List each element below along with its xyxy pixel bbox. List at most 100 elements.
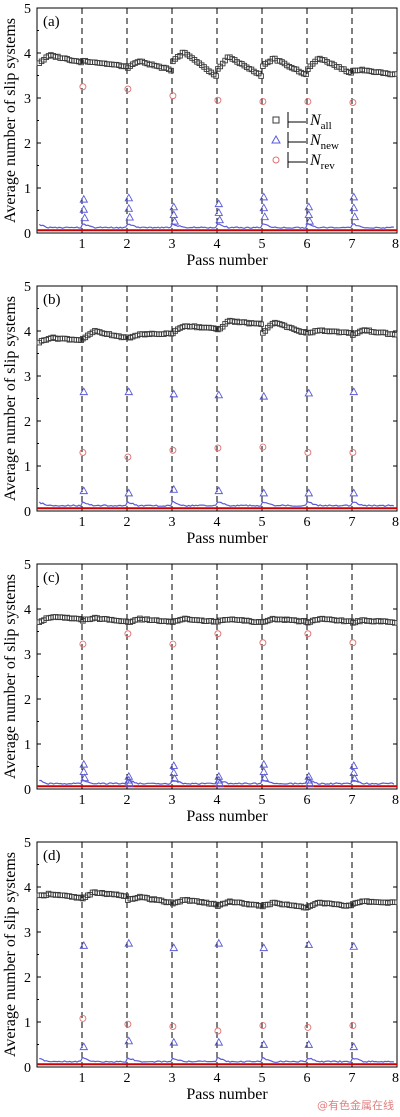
x-axis-title: Pass number xyxy=(186,1086,268,1103)
y-axis-title: Average number of slip systems xyxy=(2,574,19,779)
x-tick-label: 4 xyxy=(214,515,221,530)
new-series-point xyxy=(169,943,179,952)
x-tick-label: 8 xyxy=(392,515,399,530)
y-tick-label: 1 xyxy=(24,182,31,197)
x-axis-title: Pass number xyxy=(186,808,268,825)
y-tick-label: 4 xyxy=(24,881,31,896)
y-tick-label: 1 xyxy=(24,460,31,475)
new-series-point xyxy=(79,486,89,495)
x-tick-label: 4 xyxy=(214,237,221,252)
new-series-trace xyxy=(38,500,395,508)
legend-label-subscript: rev xyxy=(321,160,336,172)
all-series-point xyxy=(258,73,264,79)
legend-label: Nall xyxy=(309,112,332,132)
new-series-point xyxy=(169,761,179,769)
new-series-point xyxy=(79,387,89,396)
x-tick-label: 8 xyxy=(392,237,399,252)
all-series-point xyxy=(392,331,398,338)
new-series-point xyxy=(80,773,90,782)
rev-series-point xyxy=(124,630,132,638)
new-series-point xyxy=(124,771,134,780)
x-tick-label: 6 xyxy=(304,793,311,808)
new-series-point xyxy=(304,210,314,219)
panel-c: 0 1 2 3 4 5 1 2 3 4 5 6 7 8 Pass number Average number … xyxy=(2,558,399,825)
x-tick-label: 4 xyxy=(214,793,221,808)
panel-d: 0 1 2 3 4 5 1 2 3 4 5 6 7 8 Pass number Average number … xyxy=(2,836,399,1103)
new-series-point xyxy=(124,938,134,947)
new-series-point xyxy=(214,1037,224,1046)
new-series-point xyxy=(124,775,134,784)
y-tick-label: 5 xyxy=(24,280,31,295)
y-tick-label: 1 xyxy=(24,1016,31,1031)
new-series-point xyxy=(305,216,315,225)
x-tick-label: 2 xyxy=(124,793,131,808)
new-series-trace xyxy=(38,222,394,229)
all-series-point xyxy=(392,71,398,77)
rev-series-point xyxy=(259,1022,267,1030)
panel-b: 0 1 2 3 4 5 1 2 3 4 5 6 7 8 Pass number Average number … xyxy=(2,280,399,547)
new-series-point xyxy=(259,391,269,400)
y-tick-label: 3 xyxy=(24,92,31,107)
rev-series-point xyxy=(349,1022,357,1030)
all-series-point xyxy=(168,67,174,74)
rev-series-point xyxy=(124,453,132,461)
new-series-point xyxy=(79,204,89,213)
new-series-point xyxy=(349,192,359,201)
y-tick-label: 3 xyxy=(24,648,31,663)
x-tick-label: 7 xyxy=(349,793,356,808)
new-series-point xyxy=(259,943,269,952)
x-tick-label: 5 xyxy=(259,237,266,252)
rev-series-point xyxy=(214,630,222,638)
panel-label: (d) xyxy=(43,848,61,864)
new-series-point xyxy=(125,778,135,787)
new-series-point xyxy=(259,1039,269,1048)
rev-series-point xyxy=(169,92,177,100)
y-tick-label: 2 xyxy=(24,137,31,152)
new-series-point xyxy=(304,940,314,948)
x-tick-label: 3 xyxy=(169,793,176,808)
y-axis-title: Average number of slip systems xyxy=(2,852,19,1057)
rev-series-point xyxy=(214,444,222,452)
x-tick-label: 3 xyxy=(169,237,176,252)
rev-series-point xyxy=(79,449,87,456)
y-tick-label: 3 xyxy=(24,926,31,941)
y-tick-label: 5 xyxy=(24,2,31,17)
x-tick-label: 6 xyxy=(304,515,311,530)
y-tick-label: 4 xyxy=(24,325,31,340)
rev-series-point xyxy=(214,96,222,104)
y-axis-title: Average number of slip systems xyxy=(2,18,19,223)
legend-label: Nrev xyxy=(309,152,335,172)
new-series-point xyxy=(259,203,269,212)
rev-series-point xyxy=(169,640,177,648)
rev-series-point xyxy=(79,640,87,648)
new-series-point xyxy=(169,768,179,776)
legend-label-subscript: all xyxy=(321,120,332,132)
x-tick-label: 6 xyxy=(304,237,311,252)
legend-entry: Nnew xyxy=(271,132,339,152)
rev-series-point xyxy=(349,449,357,456)
rev-series-point xyxy=(79,83,87,91)
x-axis-title: Pass number xyxy=(186,530,268,547)
all-series-point xyxy=(392,620,398,626)
new-series-point xyxy=(214,775,224,784)
new-series-point xyxy=(349,761,359,769)
new-series-point xyxy=(349,387,359,396)
y-tick-label: 1 xyxy=(24,738,31,753)
x-tick-label: 5 xyxy=(259,515,266,530)
rev-series-point xyxy=(259,443,267,451)
new-series-point xyxy=(79,1042,89,1051)
x-tick-label: 8 xyxy=(392,1071,399,1086)
new-series-point xyxy=(304,775,314,784)
new-series-point xyxy=(124,1036,134,1045)
new-series-point xyxy=(169,1037,179,1046)
new-series-point xyxy=(349,488,359,497)
x-tick-label: 3 xyxy=(169,1071,176,1086)
new-series-point xyxy=(170,216,180,225)
y-tick-label: 4 xyxy=(24,603,31,618)
new-series-point xyxy=(214,390,224,399)
legend-entry: Nall xyxy=(272,112,332,132)
new-series-point xyxy=(169,210,179,219)
y-tick-label: 4 xyxy=(24,47,31,62)
y-tick-label: 0 xyxy=(24,783,31,798)
